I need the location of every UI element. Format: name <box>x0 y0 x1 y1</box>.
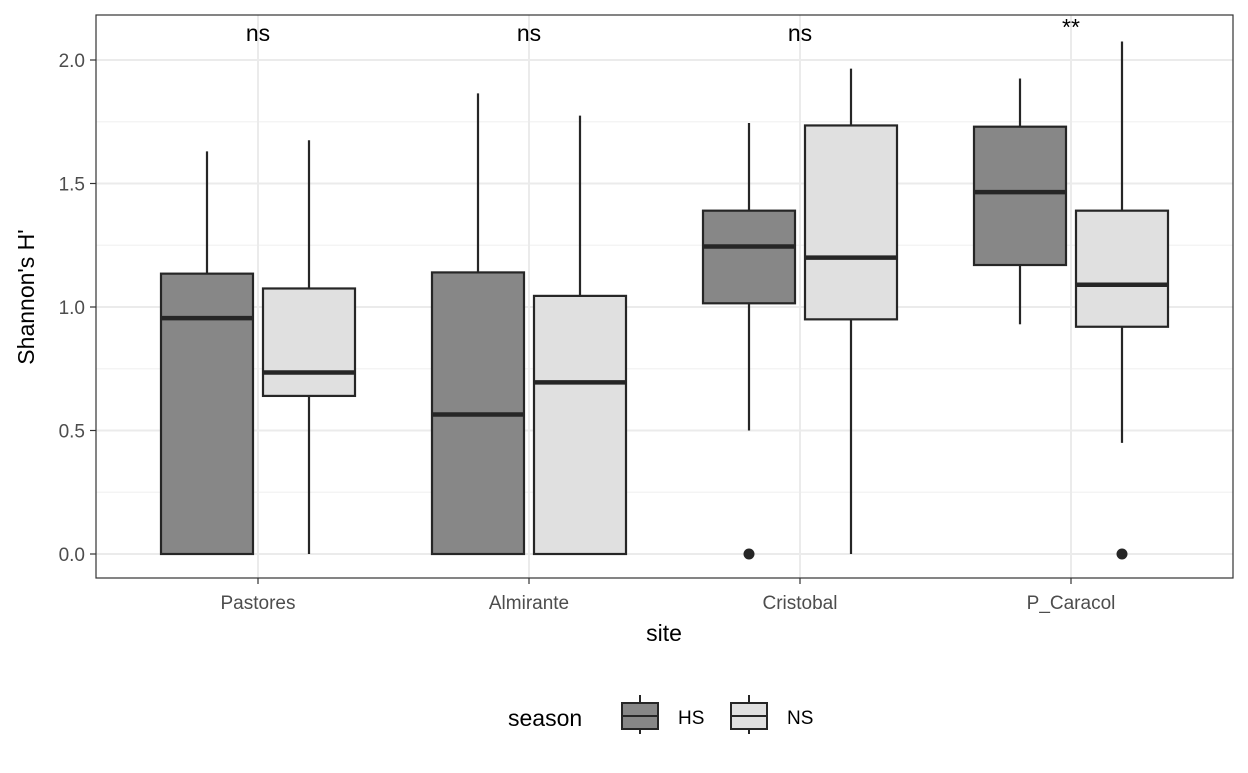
significance-label: ns <box>246 20 270 46</box>
x-axis-title: site <box>646 620 682 646</box>
legend-item-ns: NS <box>730 695 813 734</box>
legend-label: HS <box>678 708 704 729</box>
outlier-point <box>1116 548 1128 560</box>
box-hs-cristobal <box>701 122 797 560</box>
x-axis: Pastores Almirante Cristobal P_Caracol <box>221 578 1116 614</box>
grid-lines <box>96 15 1233 578</box>
legend: season HS NS <box>508 695 813 734</box>
x-tick-label: Cristobal <box>763 593 838 614</box>
box-body <box>701 209 797 305</box>
significance-annotations: ns ns ns ** <box>246 14 1080 46</box>
significance-label: ns <box>788 20 812 46</box>
outlier-point <box>743 548 755 560</box>
y-tick-label: 1.0 <box>59 298 85 319</box>
legend-title: season <box>508 705 582 731</box>
box-ns-almirante <box>532 115 628 556</box>
box-hs-p_caracol <box>972 78 1068 325</box>
y-tick-label: 1.5 <box>59 175 85 196</box>
box-body <box>972 125 1068 267</box>
y-axis-title: Shannon's H' <box>13 229 39 364</box>
significance-label: ** <box>1062 14 1080 40</box>
panel-border <box>95 14 1234 579</box>
significance-label: ns <box>517 20 541 46</box>
x-tick-label: Almirante <box>489 593 569 614</box>
boxes <box>159 41 1170 560</box>
box-body <box>532 294 628 556</box>
y-tick-label: 0.0 <box>59 545 85 566</box>
y-axis: 0.0 0.5 1.0 1.5 2.0 <box>59 51 96 566</box>
x-tick-label: Pastores <box>221 593 296 614</box>
box-hs-almirante <box>430 93 526 556</box>
y-tick-label: 2.0 <box>59 51 85 72</box>
legend-item-hs: HS <box>621 695 704 734</box>
box-ns-cristobal <box>803 68 899 554</box>
legend-label: NS <box>787 708 813 729</box>
box-ns-p_caracol <box>1074 41 1170 560</box>
box-body <box>803 124 899 321</box>
x-tick-label: P_Caracol <box>1027 593 1116 614</box>
box-hs-pastores <box>159 151 255 556</box>
box-ns-pastores <box>261 140 357 554</box>
box-body <box>1074 209 1170 328</box>
y-tick-label: 0.5 <box>59 422 85 443</box>
box-body <box>261 287 357 398</box>
box-body <box>159 272 255 556</box>
